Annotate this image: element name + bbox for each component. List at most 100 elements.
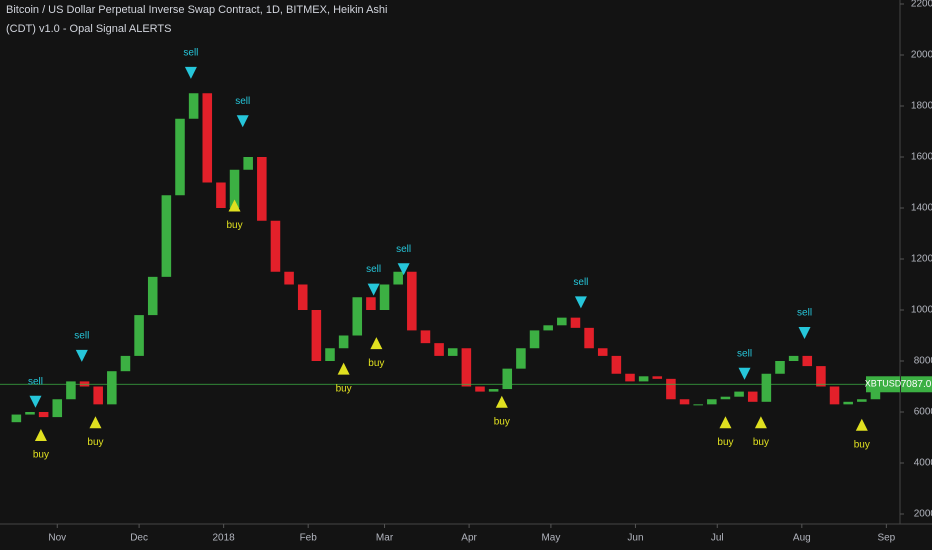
- candle: [570, 317, 581, 328]
- signal-label: sell: [396, 244, 411, 255]
- sell-signal: [738, 367, 751, 380]
- candle: [747, 391, 758, 402]
- buy-signal: [228, 199, 241, 212]
- candle: [52, 399, 63, 418]
- indicator-name: (CDT) v1.0 - Opal Signal ALERTS: [6, 23, 171, 35]
- signal-label: buy: [226, 220, 242, 231]
- buy-signal: [754, 416, 767, 429]
- candle: [352, 297, 363, 336]
- candle: [297, 284, 308, 310]
- signal-label: sell: [737, 348, 752, 359]
- x-tick-label: Feb: [300, 533, 318, 544]
- candle: [434, 343, 444, 356]
- candle: [543, 325, 553, 331]
- candle: [447, 348, 458, 356]
- candle: [202, 93, 213, 183]
- candle: [175, 118, 185, 196]
- candle: [393, 271, 403, 285]
- x-tick-label: Apr: [461, 533, 477, 544]
- candle: [488, 389, 499, 392]
- y-tick-label: 6000.0: [914, 407, 932, 418]
- candle: [379, 284, 390, 310]
- y-tick-label: 14000.0: [911, 203, 932, 214]
- y-tick-label: 10000.0: [911, 305, 932, 316]
- sell-signal: [184, 66, 197, 79]
- signal-label: buy: [753, 437, 769, 448]
- candle: [229, 169, 240, 208]
- buy-signal: [495, 395, 508, 408]
- sell-signal: [75, 349, 88, 362]
- y-tick-label: 22000.0: [911, 0, 932, 10]
- candle: [311, 310, 322, 361]
- candle: [761, 373, 772, 402]
- buy-signal: [719, 416, 732, 429]
- candle: [461, 348, 472, 387]
- x-tick-label: May: [541, 533, 560, 544]
- signal-label: sell: [183, 47, 198, 58]
- signal-label: buy: [368, 358, 384, 369]
- candle: [257, 157, 267, 221]
- candle: [188, 93, 199, 119]
- x-tick-label: 2018: [213, 533, 236, 544]
- candle: [597, 348, 608, 356]
- candle: [475, 386, 485, 392]
- last-price-label: 7087.0: [901, 379, 932, 390]
- candle: [502, 368, 513, 390]
- candle: [734, 391, 744, 397]
- x-tick-label: Nov: [48, 533, 66, 544]
- candle: [679, 399, 690, 405]
- candle: [284, 271, 294, 285]
- candle: [147, 276, 158, 316]
- signal-label: sell: [366, 264, 381, 275]
- x-tick-label: Jul: [711, 533, 724, 544]
- candle: [816, 366, 826, 387]
- signal-label: buy: [717, 437, 733, 448]
- sell-signal: [798, 326, 811, 339]
- x-tick-label: Sep: [877, 533, 895, 544]
- candle: [625, 373, 635, 382]
- candle: [243, 157, 253, 170]
- sell-signal: [574, 296, 587, 309]
- signal-label: sell: [28, 376, 43, 387]
- y-tick-label: 16000.0: [911, 152, 932, 163]
- buy-signal: [34, 428, 47, 441]
- last-price-badge: [901, 376, 932, 393]
- candle: [338, 335, 349, 349]
- signal-label: buy: [854, 439, 870, 450]
- candle: [407, 271, 417, 331]
- sell-signal: [367, 283, 380, 296]
- sell-signal: [236, 115, 249, 128]
- buy-signal: [89, 416, 102, 429]
- candle: [638, 376, 649, 382]
- candle: [420, 330, 431, 344]
- sell-signal: [397, 263, 410, 276]
- x-tick-label: Mar: [376, 533, 394, 544]
- candle: [120, 355, 131, 372]
- candle: [775, 361, 785, 374]
- candle: [25, 412, 35, 415]
- candle: [66, 381, 76, 400]
- signal-label: sell: [74, 331, 89, 342]
- signal-label: buy: [336, 383, 352, 394]
- candle: [325, 348, 335, 361]
- y-tick-label: 12000.0: [911, 254, 932, 265]
- y-tick-label: 2000.0: [914, 509, 932, 520]
- candle: [843, 401, 853, 405]
- x-tick-label: Dec: [130, 533, 148, 544]
- candle: [557, 317, 567, 326]
- signal-label: sell: [797, 308, 812, 319]
- buy-signal: [855, 418, 868, 431]
- signal-label: buy: [87, 437, 103, 448]
- candle: [829, 386, 840, 405]
- candle: [693, 404, 703, 406]
- x-tick-label: Jun: [627, 533, 643, 544]
- y-tick-label: 18000.0: [911, 101, 932, 112]
- candle: [652, 376, 663, 379]
- symbol-badge: [866, 376, 900, 393]
- candle: [720, 396, 731, 400]
- signal-label: buy: [494, 416, 510, 427]
- signal-label: sell: [573, 277, 588, 288]
- candle: [161, 195, 172, 277]
- candle: [666, 378, 676, 400]
